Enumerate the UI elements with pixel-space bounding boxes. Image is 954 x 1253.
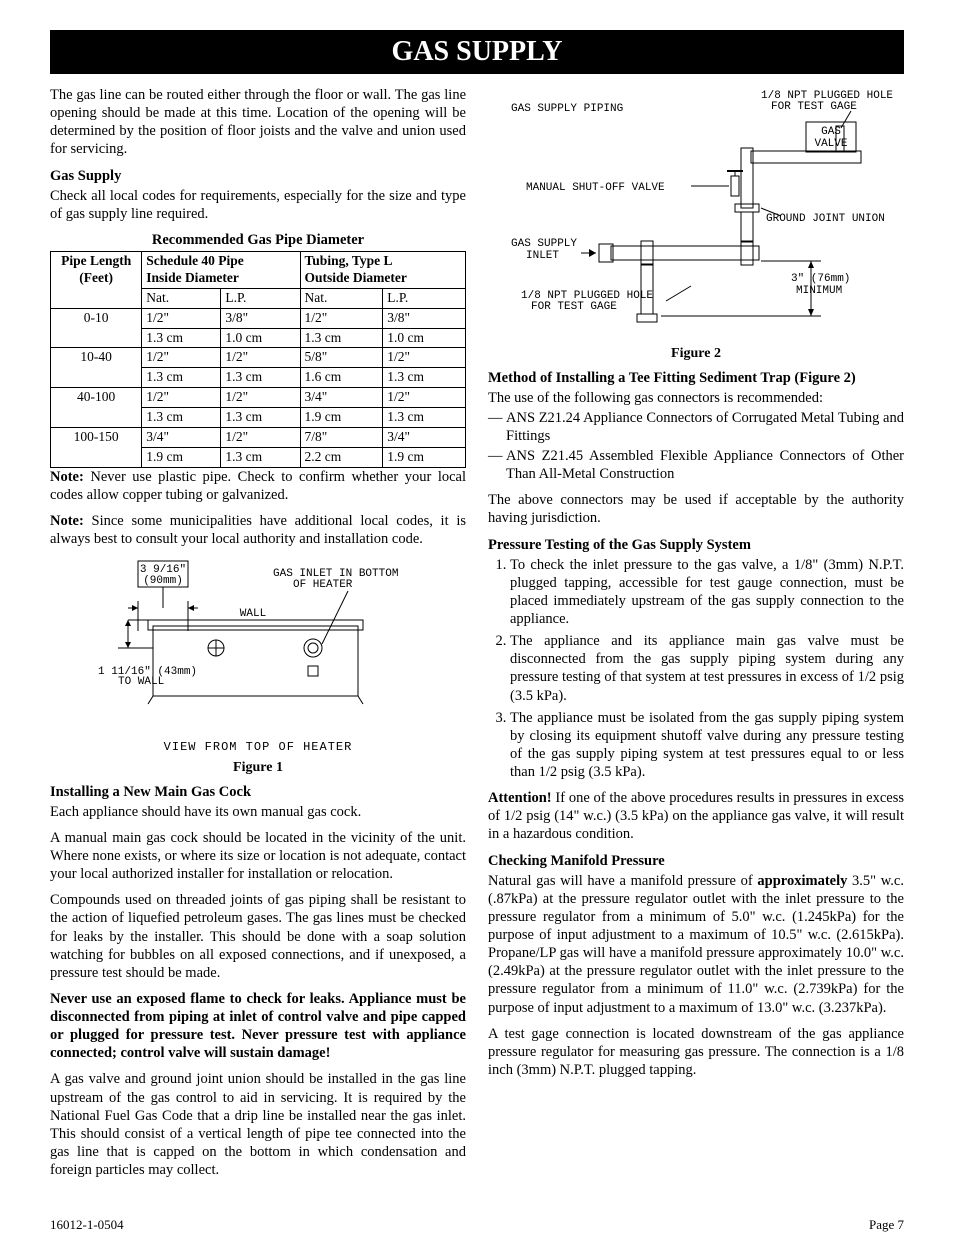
install-p5: A gas valve and ground joint union shoul… — [50, 1070, 466, 1179]
svg-text:FOR TEST GAGE: FOR TEST GAGE — [771, 101, 857, 113]
page-title: GAS SUPPLY — [50, 30, 904, 74]
gas-supply-body: Check all local codes for requirements, … — [50, 187, 466, 223]
left-column: The gas line can be routed either throug… — [50, 86, 466, 1187]
svg-text:GROUND JOINT UNION: GROUND JOINT UNION — [766, 213, 885, 225]
note-2: Note: Since some municipalities have add… — [50, 512, 466, 548]
sub-nat-2: Nat. — [300, 288, 383, 308]
th-pipe-length: Pipe Length — [61, 253, 131, 268]
pressure-test-list: To check the inlet pressure to the gas v… — [488, 556, 904, 782]
list-item: The appliance must be isolated from the … — [510, 709, 904, 782]
note-1: Note: Never use plastic pipe. Check to c… — [50, 468, 466, 504]
svg-text:OF HEATER: OF HEATER — [293, 579, 353, 591]
svg-text:GAS SUPPLY: GAS SUPPLY — [511, 238, 577, 250]
svg-text:WALL: WALL — [240, 608, 266, 620]
installing-heading: Installing a New Main Gas Cock — [50, 783, 466, 801]
install-p4-bold: Never use an exposed flame to check for … — [50, 990, 466, 1063]
table-row: 100-150 3/4"1/2" 7/8"3/4" — [51, 427, 466, 447]
table-row: 0-10 1/2"3/8" 1/2"3/8" — [51, 308, 466, 328]
list-item: To check the inlet pressure to the gas v… — [510, 556, 904, 629]
manifold-p1: Natural gas will have a manifold pressur… — [488, 872, 904, 1017]
th-sched40: Schedule 40 Pipe — [146, 253, 244, 268]
svg-text:3" (76mm): 3" (76mm) — [791, 273, 850, 285]
page-footer: 16012-1-0504 Page 7 — [50, 1217, 904, 1233]
connector-list: ANS Z21.24 Appliance Connectors of Corru… — [488, 409, 904, 484]
footer-right: Page 7 — [869, 1217, 904, 1233]
sub-lp-1: L.P. — [221, 288, 300, 308]
table-title: Recommended Gas Pipe Diameter — [50, 231, 466, 249]
manifold-p2: A test gage connection is located downst… — [488, 1025, 904, 1079]
figure-2-caption: Figure 2 — [488, 345, 904, 363]
svg-text:INLET: INLET — [526, 250, 559, 262]
attention-paragraph: Attention! If one of the above procedure… — [488, 789, 904, 843]
method-intro: The use of the following gas connectors … — [488, 389, 904, 407]
svg-text:GAS: GAS — [821, 126, 841, 138]
method-heading: Method of Installing a Tee Fitting Sedim… — [488, 369, 904, 387]
th-tubing: Tubing, Type L — [305, 253, 393, 268]
install-p2: A manual main gas cock should be located… — [50, 829, 466, 883]
figure-2: GAS SUPPLY PIPING 1/8 NPT PLUGGED HOLE F… — [488, 86, 904, 363]
pressure-test-heading: Pressure Testing of the Gas Supply Syste… — [488, 536, 904, 554]
install-p1: Each appliance should have its own manua… — [50, 803, 466, 821]
method-outro: The above connectors may be used if acce… — [488, 491, 904, 527]
th-inside: Inside Diameter — [146, 270, 239, 285]
install-p3: Compounds used on threaded joints of gas… — [50, 891, 466, 982]
figure-1: 3 9/16" (90mm) WALL — [98, 556, 418, 777]
svg-text:TO WALL: TO WALL — [118, 676, 164, 688]
table-row: 10-40 1/2"1/2" 5/8"1/2" — [51, 348, 466, 368]
pipe-diameter-table: Pipe Length (Feet) Schedule 40 Pipe Inside… — [50, 251, 466, 468]
footer-left: 16012-1-0504 — [50, 1217, 124, 1233]
figure-1-caption: Figure 1 — [98, 759, 418, 777]
list-item: The appliance and its appliance main gas… — [510, 632, 904, 705]
gas-supply-heading: Gas Supply — [50, 167, 466, 185]
svg-text:VALVE: VALVE — [814, 138, 847, 150]
figure-1-view-label: VIEW FROM TOP OF HEATER — [98, 740, 418, 755]
intro-paragraph: The gas line can be routed either throug… — [50, 86, 466, 159]
th-feet: (Feet) — [79, 270, 113, 285]
table-row: 40-100 1/2"1/2" 3/4"1/2" — [51, 388, 466, 408]
manifold-heading: Checking Manifold Pressure — [488, 852, 904, 870]
svg-text:FOR TEST GAGE: FOR TEST GAGE — [531, 301, 617, 313]
svg-text:MANUAL SHUT-OFF VALVE: MANUAL SHUT-OFF VALVE — [526, 182, 665, 194]
list-item: ANS Z21.24 Appliance Connectors of Corru… — [506, 409, 904, 445]
sub-lp-2: L.P. — [383, 288, 466, 308]
th-outside: Outside Diameter — [305, 270, 407, 285]
svg-text:GAS SUPPLY PIPING: GAS SUPPLY PIPING — [511, 103, 623, 115]
sub-nat-1: Nat. — [142, 288, 221, 308]
right-column: GAS SUPPLY PIPING 1/8 NPT PLUGGED HOLE F… — [488, 86, 904, 1187]
svg-text:MINIMUM: MINIMUM — [796, 285, 842, 297]
list-item: ANS Z21.45 Assembled Flexible Appliance … — [506, 447, 904, 483]
svg-text:(90mm): (90mm) — [143, 575, 183, 587]
